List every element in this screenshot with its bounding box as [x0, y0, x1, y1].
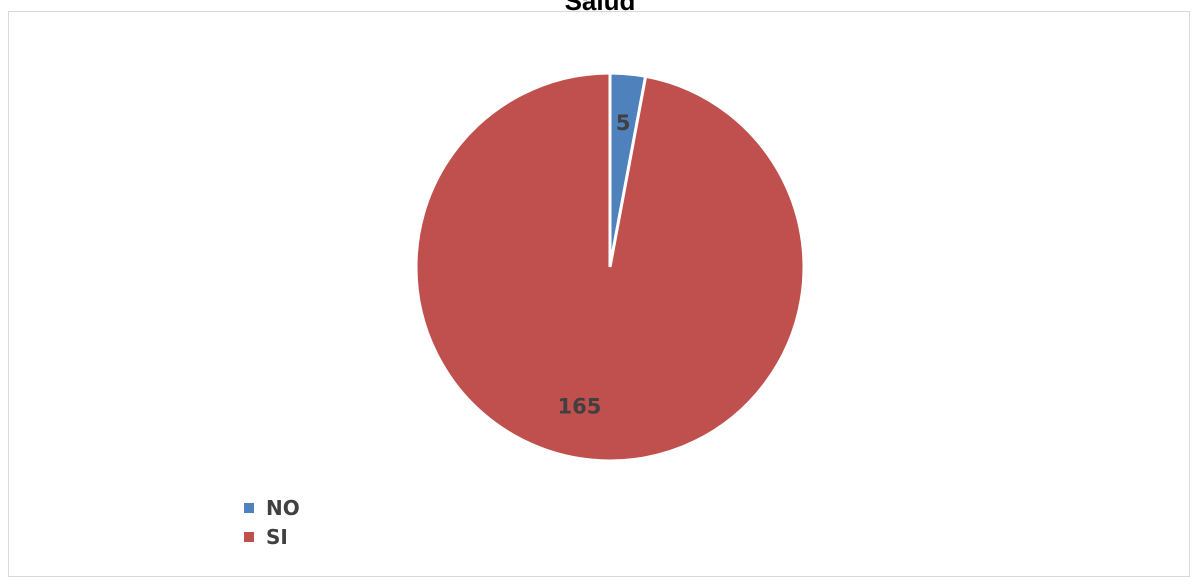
legend-swatch-no — [244, 502, 254, 513]
data-label-si: 165 — [558, 394, 602, 418]
legend-label-no: NO — [266, 495, 300, 520]
data-label-no: 5 — [616, 111, 631, 135]
chart-title: Salud — [564, 0, 636, 16]
legend-swatch-si — [244, 531, 254, 542]
legend: NO SI — [244, 493, 300, 551]
legend-label-si: SI — [266, 524, 288, 549]
legend-item-no: NO — [244, 493, 300, 522]
pie-slice-si — [414, 71, 806, 463]
legend-item-si: SI — [244, 522, 300, 551]
